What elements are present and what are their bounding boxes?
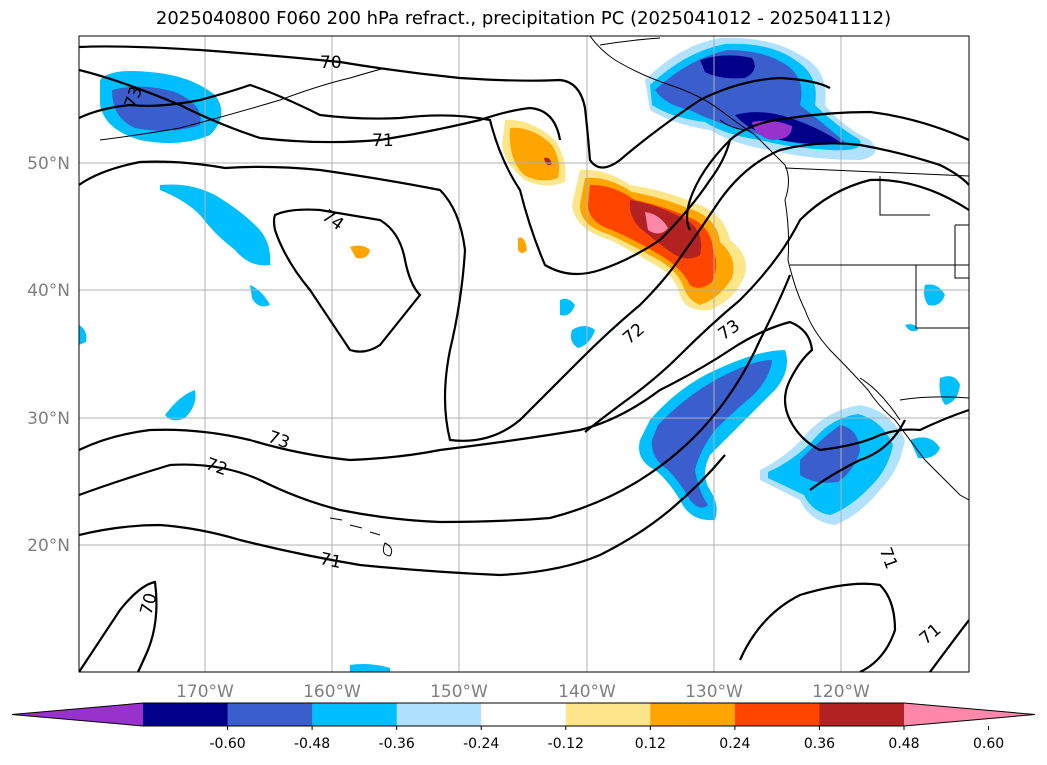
lon-label: 170°W xyxy=(176,682,234,702)
colorbar-tick-label: 0.24 xyxy=(719,736,750,752)
negative-region-central-west xyxy=(160,184,271,266)
contour-label: 70 xyxy=(320,53,342,73)
contour-72-south xyxy=(79,274,792,524)
map-title: 2025040800 F060 200 hPa refract., precip… xyxy=(155,8,892,29)
precipitation-shading xyxy=(79,37,960,672)
colorbar-tick-label: 0.12 xyxy=(635,736,666,752)
colorbar-segment xyxy=(227,703,313,726)
lon-label: 160°W xyxy=(303,682,361,702)
colorbar: -0.60 -0.48 -0.36 -0.24 -0.12 0.12 0.24 0.36 0.4… xyxy=(11,702,1036,752)
lat-label: 40°N xyxy=(27,281,70,301)
lat-label: 30°N xyxy=(27,409,70,429)
lat-label: 20°N xyxy=(27,536,70,556)
contour-70-north xyxy=(79,45,831,169)
lon-label: 150°W xyxy=(430,682,488,702)
refractivity-contours xyxy=(79,45,969,672)
lat-label: 50°N xyxy=(27,154,70,174)
colorbar-segment xyxy=(819,703,905,726)
colorbar-tick-label: 0.48 xyxy=(888,736,919,752)
contour-label: 71 xyxy=(372,131,394,151)
colorbar-segment xyxy=(734,703,820,726)
colorbar-tick-label: -0.60 xyxy=(209,736,245,752)
contour-label: 71 xyxy=(318,549,343,573)
latitude-labels: 50°N 40°N 30°N 20°N xyxy=(27,154,70,556)
colorbar-tick-label: -0.24 xyxy=(463,736,499,752)
gridlines xyxy=(79,36,969,672)
colorbar-outline xyxy=(11,702,1036,727)
colorbar-segment xyxy=(312,703,398,726)
contour-70-south xyxy=(79,580,158,672)
contour-71-southeast xyxy=(738,582,897,672)
contour-74 xyxy=(272,208,422,353)
colorbar-segment xyxy=(143,703,229,726)
plot-frame xyxy=(78,35,970,673)
colorbar-extend-low xyxy=(12,703,143,726)
contour-72-north xyxy=(79,83,969,276)
colorbar-extend-high xyxy=(904,703,1035,726)
colorbar-segment xyxy=(565,703,651,726)
colorbar-tick-label: -0.12 xyxy=(548,736,584,752)
colorbar-segment xyxy=(396,703,482,726)
lon-label: 120°W xyxy=(812,682,870,702)
contour-71-north xyxy=(79,68,531,144)
coastlines xyxy=(99,36,969,557)
colorbar-tick-label: -0.48 xyxy=(294,736,330,752)
contour-73-west xyxy=(79,142,969,442)
lon-label: 130°W xyxy=(685,682,743,702)
colorbar-tick-label: -0.36 xyxy=(379,736,415,752)
colorbar-segment xyxy=(650,703,736,726)
lon-label: 140°W xyxy=(558,682,616,702)
colorbar-segment xyxy=(481,703,567,726)
colorbar-tick-label: 0.36 xyxy=(804,736,835,752)
contour-71-south xyxy=(79,454,726,577)
colorbar-tick-label: 0.60 xyxy=(973,736,1004,752)
longitude-labels: 170°W 160°W 150°W 140°W 130°W 120°W xyxy=(176,682,870,702)
contour-73-south xyxy=(79,320,969,462)
